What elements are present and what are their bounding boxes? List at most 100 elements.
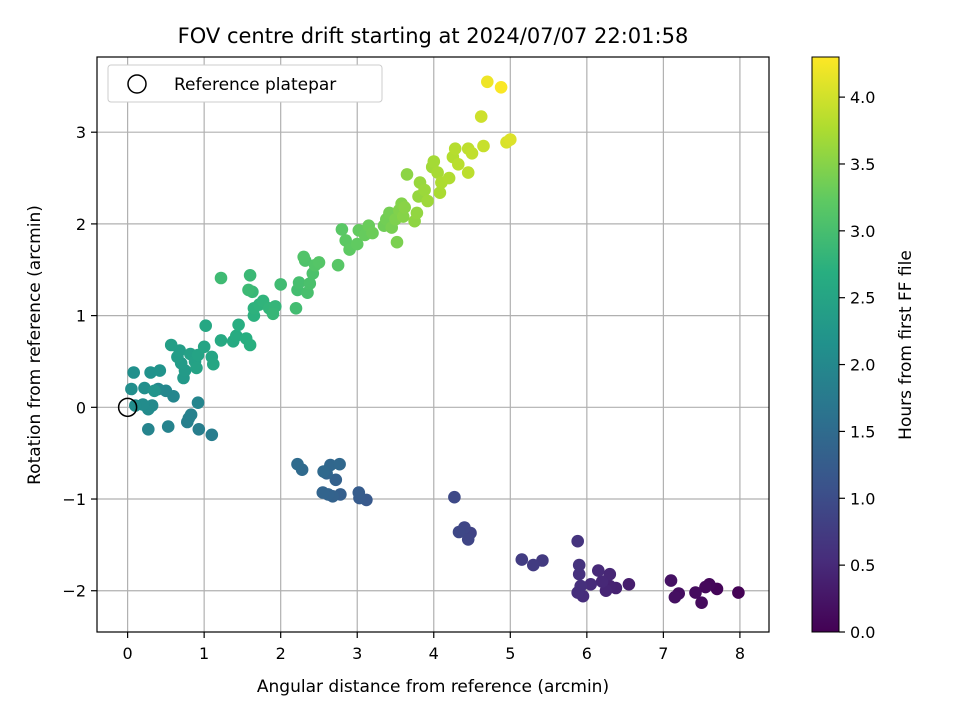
data-point: [214, 271, 228, 285]
data-point: [199, 319, 212, 333]
data-point: [664, 574, 678, 587]
data-point: [442, 171, 456, 185]
data-point: [481, 75, 494, 89]
x-tick-label: 6: [582, 644, 592, 663]
data-point: [138, 381, 151, 395]
y-tick-label: −2: [62, 582, 86, 601]
data-point: [197, 340, 211, 354]
data-point: [125, 382, 138, 396]
y-tick-label: 1: [76, 307, 86, 326]
data-point: [431, 166, 444, 179]
data-point: [695, 596, 708, 609]
data-point: [242, 283, 255, 297]
data-point: [297, 250, 311, 264]
plot-frame: [96, 56, 770, 633]
legend-entry-reference: Reference platepar: [174, 75, 336, 95]
data-point: [461, 166, 475, 179]
data-point: [289, 302, 303, 315]
data-point: [474, 110, 488, 123]
legend-box: [107, 64, 383, 103]
data-point: [352, 486, 366, 499]
data-point: [127, 366, 140, 379]
data-point: [477, 139, 490, 153]
data-point: [452, 158, 465, 171]
data-point: [494, 81, 508, 94]
data-point: [232, 318, 245, 332]
data-point: [465, 147, 479, 160]
colorbar-tick-label: 1.0: [850, 489, 875, 508]
data-point: [230, 329, 243, 343]
data-point: [303, 277, 317, 290]
data-point: [622, 578, 636, 591]
data-point: [335, 223, 349, 236]
data-point: [205, 428, 219, 442]
data-point: [243, 269, 257, 282]
y-tick-label: 2: [76, 215, 86, 234]
data-point: [592, 564, 605, 577]
data-point: [333, 457, 346, 471]
data-point: [329, 473, 343, 487]
x-axis-ticks: 0 1 2 3 4 5 6 7 8: [123, 632, 745, 663]
data-point: [699, 580, 712, 594]
x-tick-label: 5: [505, 644, 515, 663]
x-tick-label: 8: [735, 644, 745, 663]
data-point: [461, 533, 475, 546]
x-tick-label: 3: [352, 644, 362, 663]
data-point: [572, 558, 586, 572]
y-axis-ticks: −2 −1 0 1 2 3: [62, 123, 97, 601]
data-point: [316, 486, 330, 499]
colorbar-ticks: 0.0 0.5 1.0 1.5 2.0 2.5 3.0 3.5 4.0: [839, 88, 875, 642]
data-point: [452, 525, 466, 539]
data-point: [398, 201, 412, 214]
data-point: [448, 490, 461, 504]
data-point: [184, 408, 198, 422]
data-point: [274, 278, 288, 291]
data-point: [427, 155, 441, 168]
data-point: [515, 553, 529, 566]
data-point: [192, 423, 206, 436]
data-points: [125, 75, 745, 609]
data-point: [191, 396, 205, 410]
data-point: [433, 186, 447, 199]
data-point: [732, 586, 745, 599]
data-point: [410, 206, 424, 220]
y-tick-label: −1: [62, 490, 86, 509]
data-point: [572, 567, 586, 581]
colorbar-label: Hours from first FF file: [896, 250, 916, 440]
data-point: [689, 586, 702, 599]
data-point: [350, 237, 364, 251]
data-point: [504, 133, 517, 146]
data-point: [214, 334, 228, 347]
reference-platepar-point: [117, 397, 138, 418]
colorbar-tick-label: 2.0: [850, 356, 875, 375]
colorbar-tick-label: 0.5: [850, 556, 875, 575]
colorbar-tick-label: 3.0: [850, 222, 875, 241]
data-point: [190, 361, 203, 375]
data-point: [421, 194, 434, 208]
data-point: [164, 338, 178, 352]
data-point: [390, 235, 404, 249]
reference-marker: [117, 397, 138, 418]
x-tick-label: 7: [658, 644, 668, 663]
colorbar-tick-label: 3.5: [850, 155, 875, 174]
data-point: [291, 457, 304, 471]
data-point: [418, 183, 431, 197]
data-point: [584, 578, 597, 591]
data-point: [207, 357, 220, 371]
data-point: [571, 534, 584, 548]
data-point: [153, 364, 167, 377]
data-point: [331, 258, 345, 272]
chart-title: FOV centre drift starting at 2024/07/07 …: [178, 24, 689, 48]
colorbar: 0.0 0.5 1.0 1.5 2.0 2.5 3.0 3.5 4.0 Hours from f…: [811, 56, 916, 642]
data-point: [243, 338, 257, 352]
data-point: [366, 226, 379, 240]
y-axis-label: Rotation from reference (arcmin): [25, 205, 45, 485]
data-point: [129, 399, 142, 412]
x-tick-label: 2: [276, 644, 286, 663]
y-tick-label: 0: [76, 398, 86, 417]
legend-marker-icon: [127, 74, 147, 94]
grid: [97, 57, 769, 632]
x-axis-label: Angular distance from reference (arcmin): [257, 677, 609, 697]
data-point: [595, 575, 609, 588]
